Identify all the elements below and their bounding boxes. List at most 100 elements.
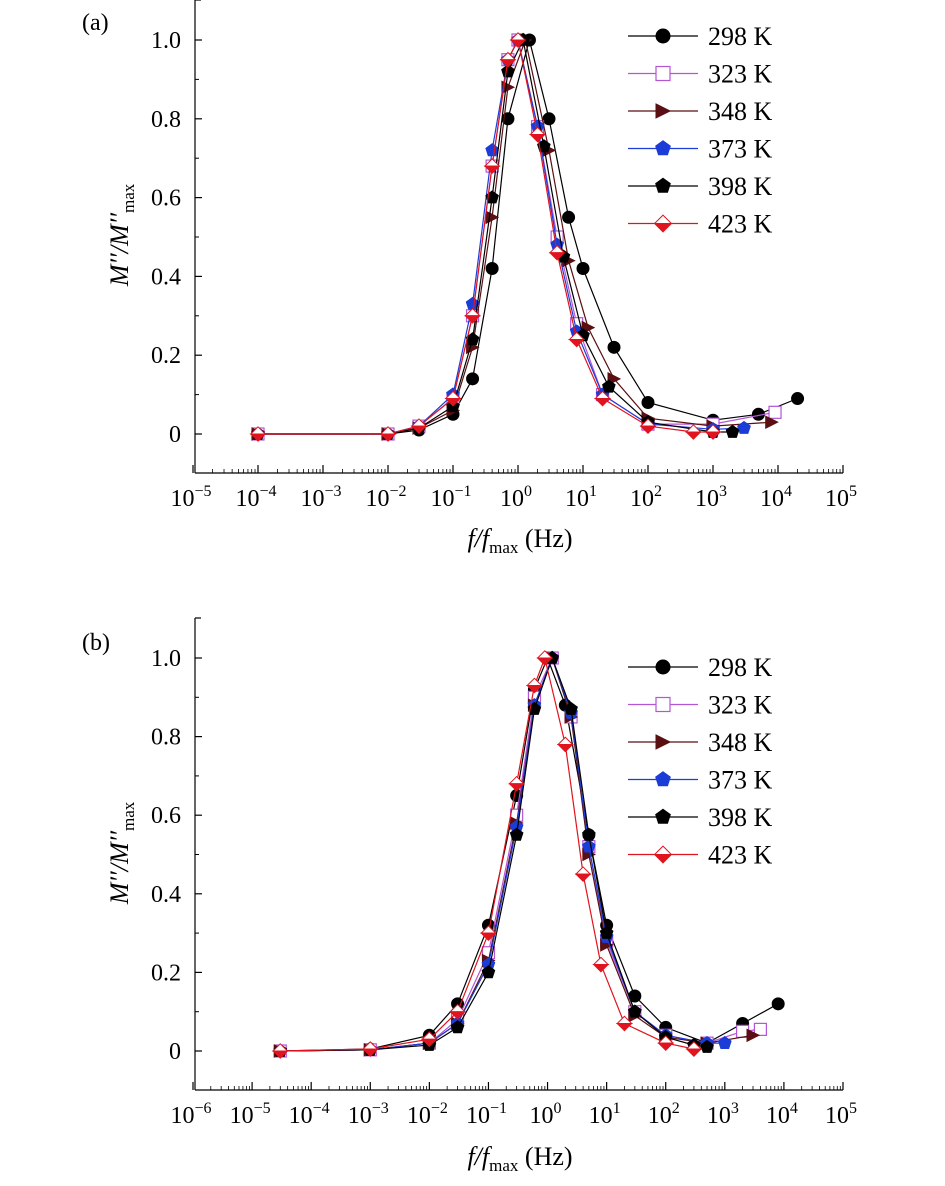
data-point bbox=[564, 701, 578, 715]
panel-label: (a) bbox=[82, 10, 109, 36]
data-point bbox=[616, 1015, 633, 1032]
legend-item: 398 K bbox=[628, 803, 773, 832]
legend-marker bbox=[655, 771, 671, 787]
x-tick-label: 10−6 bbox=[170, 1100, 211, 1129]
legend-item: 423 K bbox=[628, 210, 773, 239]
x-tick-label: 10−4 bbox=[289, 1100, 330, 1129]
panel-label: (b) bbox=[82, 630, 110, 656]
legend-item: 323 K bbox=[628, 60, 773, 89]
y-tick-label: 0 bbox=[169, 422, 181, 448]
legend-item: 423 K bbox=[628, 841, 773, 870]
legend-marker bbox=[653, 214, 673, 233]
legend-label: 423 K bbox=[708, 210, 773, 239]
data-point bbox=[466, 372, 480, 386]
x-axis-label: f/fmax (Hz) bbox=[467, 1142, 572, 1175]
x-tick-label: 10−3 bbox=[300, 483, 341, 512]
data-point bbox=[509, 827, 524, 841]
series-line bbox=[258, 38, 713, 435]
data-point bbox=[704, 424, 722, 440]
data-point bbox=[379, 426, 397, 442]
data-point bbox=[556, 736, 574, 753]
chart-panel-b: (b) 0 0.2 0.4 0.6 0.8 1.0 10−6 10−5 10−4 10−3 10−2 1… bbox=[82, 617, 857, 1175]
data-point bbox=[607, 340, 621, 354]
legend-marker bbox=[655, 140, 671, 156]
chart-panel-a: (a) 0 0.2 0.4 0.6 0.8 1.0 10−5 10−4 10−3 10−2 10−1 1… bbox=[82, 0, 857, 557]
data-point bbox=[271, 1043, 289, 1059]
data-point bbox=[480, 925, 497, 942]
y-tick-label: 0.8 bbox=[151, 107, 181, 133]
x-tick-label: 105 bbox=[825, 1100, 857, 1129]
series-line bbox=[258, 37, 772, 435]
data-point bbox=[737, 420, 751, 434]
series-line bbox=[280, 656, 779, 1052]
x-tick-label: 10−1 bbox=[466, 1100, 507, 1129]
x-tick-label: 105 bbox=[825, 483, 857, 512]
legend-marker bbox=[655, 103, 672, 119]
data-point bbox=[746, 1028, 761, 1043]
x-tick-label: 10−1 bbox=[430, 483, 471, 512]
data-point bbox=[753, 1022, 767, 1036]
x-axis-label: f/fmax (Hz) bbox=[467, 524, 572, 557]
data-point bbox=[410, 418, 428, 435]
data-point bbox=[582, 827, 596, 841]
x-tick-label: 10−5 bbox=[170, 483, 211, 512]
series-line bbox=[280, 655, 695, 1052]
data-point bbox=[509, 32, 527, 48]
x-tick-label: 102 bbox=[648, 1100, 680, 1129]
data-point bbox=[526, 677, 543, 694]
data-point bbox=[599, 925, 614, 939]
data-point bbox=[602, 379, 616, 393]
data-point bbox=[529, 126, 546, 143]
data-point bbox=[444, 390, 462, 407]
legend-label: 373 K bbox=[708, 135, 773, 164]
data-point bbox=[717, 1035, 732, 1049]
x-tick-label: 10−2 bbox=[365, 483, 406, 512]
legend: 298 K 323 K 348 K 373 K 398 K 423 K bbox=[628, 653, 773, 870]
data-point bbox=[449, 1003, 466, 1020]
legend-item: 298 K bbox=[628, 653, 773, 682]
legend-label: 348 K bbox=[708, 728, 773, 757]
x-tick-label: 104 bbox=[766, 1100, 798, 1129]
data-point bbox=[574, 866, 592, 883]
data-point bbox=[771, 997, 785, 1011]
x-tick-label: 100 bbox=[500, 483, 532, 512]
y-tick-label: 0.6 bbox=[151, 803, 181, 829]
x-tick-label: 102 bbox=[630, 483, 662, 512]
legend-item: 373 K bbox=[628, 135, 773, 164]
data-point bbox=[562, 210, 576, 224]
series-423k bbox=[249, 32, 722, 442]
x-tick-label: 103 bbox=[707, 1100, 739, 1129]
data-point bbox=[700, 1039, 714, 1053]
y-tick-label: 0.2 bbox=[151, 960, 181, 986]
data-point bbox=[548, 244, 566, 261]
x-tick-label: 10−5 bbox=[230, 1100, 271, 1129]
data-point bbox=[249, 426, 267, 442]
x-tick-label: 100 bbox=[530, 1100, 562, 1129]
data-point bbox=[685, 424, 702, 440]
data-point bbox=[361, 1041, 379, 1057]
series-373k bbox=[251, 32, 751, 440]
data-point bbox=[582, 839, 596, 853]
legend-label: 398 K bbox=[708, 172, 773, 201]
y-tick-label: 0.6 bbox=[151, 186, 181, 212]
data-point bbox=[685, 1041, 703, 1057]
x-tick-label: 101 bbox=[589, 1100, 621, 1129]
legend-item: 323 K bbox=[628, 691, 773, 720]
y-tick-label: 0.4 bbox=[151, 264, 181, 290]
legend-marker bbox=[655, 177, 671, 193]
series-line bbox=[258, 37, 798, 435]
legend-label: 423 K bbox=[708, 841, 773, 870]
data-point bbox=[641, 395, 655, 409]
data-point bbox=[483, 158, 501, 174]
y-tick-label: 0.8 bbox=[151, 725, 181, 751]
data-point bbox=[592, 956, 610, 973]
y-tick-label: 0.4 bbox=[151, 882, 181, 908]
data-point bbox=[485, 143, 499, 157]
data-point bbox=[791, 392, 805, 406]
x-tick-label: 10−3 bbox=[348, 1100, 389, 1129]
series-298k bbox=[251, 33, 805, 441]
data-point bbox=[536, 650, 554, 666]
legend-marker bbox=[653, 845, 673, 864]
y-tick-label: 1.0 bbox=[151, 28, 181, 54]
